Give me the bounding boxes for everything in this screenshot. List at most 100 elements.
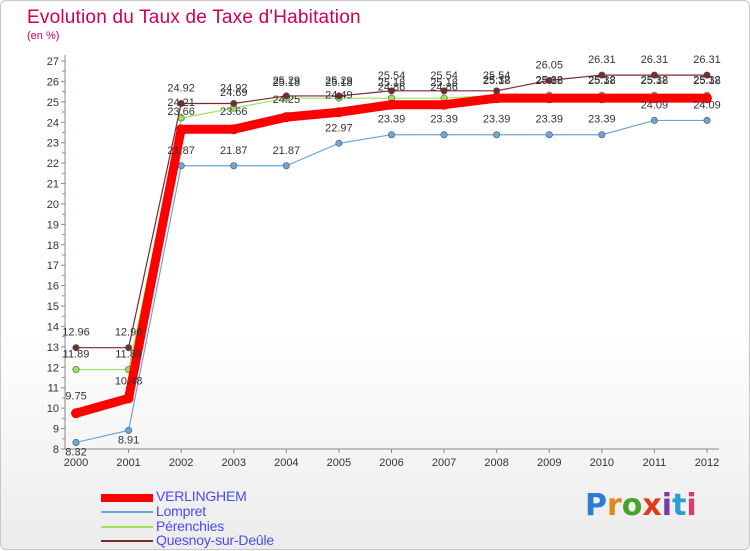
x-tick-label: 2006 [379,457,403,469]
data-label: 25.18 [325,77,353,89]
data-label: 25.54 [483,70,511,82]
x-tick-label: 2011 [643,457,667,469]
data-label: 24.09 [641,99,669,111]
y-tick-label: 25 [47,97,59,109]
data-point [228,124,239,135]
y-tick-label: 9 [53,424,59,436]
data-point [230,162,238,170]
data-label: 12.96 [115,327,143,339]
logo-letter: i [661,488,673,523]
data-label: 24.86 [430,82,458,94]
data-point [333,107,344,118]
data-point [386,99,397,110]
data-label: 23.39 [483,114,511,126]
legend-swatch [101,526,153,528]
y-tick-label: 14 [47,321,59,333]
legend-label: Lompret [156,503,206,519]
data-point [703,71,711,79]
data-point [123,393,134,404]
x-tick-label: 2005 [327,457,351,469]
x-tick-label: 2001 [116,457,140,469]
data-label: 25.32 [535,74,563,86]
data-point [545,131,553,139]
data-label: 12.96 [62,327,90,339]
data-label: 25.32 [483,74,511,86]
y-tick-label: 12 [47,362,59,374]
x-tick-label: 2000 [64,457,88,469]
data-point [387,131,395,139]
data-label: 25.32 [588,74,616,86]
data-point [650,116,658,124]
x-tick-label: 2008 [484,457,508,469]
y-tick-label: 15 [47,301,59,313]
data-label: 24.69 [220,87,248,99]
data-label: 25.29 [273,75,301,87]
data-label: 24.86 [378,82,406,94]
data-label: 23.39 [430,114,458,126]
data-label: 25.18 [641,75,669,87]
legend-label: Pérenchies [156,518,225,534]
y-tick-label: 19 [47,219,59,231]
data-point [72,366,80,374]
data-label: 23.39 [378,114,406,126]
data-label: 22.97 [325,122,353,134]
data-label: 26.31 [641,54,669,66]
x-tick-label: 2012 [695,457,719,469]
y-tick-label: 23 [47,138,59,150]
data-point [493,131,501,139]
data-point [335,92,343,100]
data-label: 25.29 [325,75,353,87]
data-label: 21.87 [273,145,301,157]
y-tick-label: 17 [47,260,59,272]
proxiti-logo: Proxiti [585,488,697,523]
data-label: 25.18 [693,75,721,87]
data-label: 25.18 [273,77,301,89]
x-tick-label: 2007 [432,457,456,469]
legend-swatch [101,494,153,502]
data-point [177,99,185,107]
data-label: 25.32 [641,74,669,86]
data-point [702,93,712,104]
data-point [72,438,80,446]
legend-label: Quesnoy-sur-Deûle [156,532,274,548]
data-label: 25.54 [430,70,458,82]
data-point [545,76,553,84]
data-point [335,139,343,147]
y-tick-label: 10 [47,403,59,415]
data-point [71,408,81,419]
y-tick-label: 8 [53,444,59,456]
data-point [72,344,80,352]
data-point [649,93,660,104]
data-label: 23.39 [588,114,616,126]
logo-letter: P [585,488,607,523]
data-point [544,93,555,104]
legend-swatch [101,540,153,542]
logo-letter: r [607,488,622,523]
data-label: 26.31 [588,54,616,66]
data-point [440,131,448,139]
logo-letter: t [672,488,687,523]
data-point [387,87,395,95]
y-tick-label: 22 [47,158,59,170]
data-label: 8.91 [118,434,139,446]
data-point [281,112,292,123]
data-label: 23.39 [535,114,563,126]
data-label: 24.09 [693,99,721,111]
data-label: 25.18 [430,77,458,89]
data-point [230,99,238,107]
y-tick-label: 13 [47,342,59,354]
data-point [439,99,450,110]
data-label: 23.66 [167,106,195,118]
data-label: 24.25 [273,94,301,106]
data-point [596,93,607,104]
unit-label: (en %) [27,30,60,42]
legend-label: VERLINGHEM [156,488,247,504]
data-point [598,71,606,79]
data-label: 10.48 [115,375,143,387]
data-label: 25.18 [378,77,406,89]
x-tick-label: 2003 [222,457,246,469]
data-label: 23.66 [220,106,248,118]
y-tick-label: 26 [47,76,59,88]
data-point [282,162,290,170]
